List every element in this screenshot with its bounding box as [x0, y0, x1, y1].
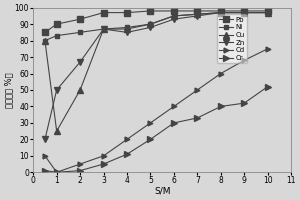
Cr: [55, 171, 58, 173]
Cr: [219, 105, 223, 108]
Pb: [172, 10, 176, 12]
Zn: [78, 61, 82, 63]
Cd: [43, 155, 47, 157]
Cu: [125, 28, 129, 30]
Pb: [266, 10, 269, 12]
Cd: [196, 89, 199, 91]
Line: Cr: Cr: [42, 84, 271, 175]
Zn: [102, 28, 105, 30]
Cd: [266, 48, 269, 50]
Pb: [219, 10, 223, 12]
Ni: [196, 13, 199, 15]
Pb: [102, 11, 105, 14]
Cu: [242, 11, 246, 14]
Zn: [172, 18, 176, 20]
Ni: [78, 31, 82, 34]
Line: Zn: Zn: [42, 10, 270, 142]
Pb: [125, 11, 129, 14]
Line: Cu: Cu: [42, 10, 270, 134]
Zn: [55, 89, 58, 91]
Cd: [242, 59, 246, 62]
Cu: [148, 23, 152, 25]
Ni: [148, 23, 152, 25]
Cd: [102, 155, 105, 157]
Cr: [78, 169, 82, 172]
Ni: [242, 11, 246, 14]
Ni: [43, 39, 47, 42]
Ni: [172, 15, 176, 17]
Cu: [172, 15, 176, 17]
Pb: [242, 10, 246, 12]
Line: Cd: Cd: [43, 46, 270, 175]
Line: Ni: Ni: [43, 11, 270, 43]
Line: Pb: Pb: [42, 8, 270, 35]
Ni: [266, 11, 269, 14]
Cd: [148, 122, 152, 124]
Pb: [148, 10, 152, 12]
Cr: [196, 117, 199, 119]
Zn: [242, 11, 246, 14]
Cr: [125, 153, 129, 155]
Cu: [43, 39, 47, 42]
Pb: [43, 31, 47, 34]
Cd: [219, 72, 223, 75]
Cu: [266, 11, 269, 14]
Cu: [55, 130, 58, 132]
Pb: [78, 18, 82, 20]
Cu: [219, 11, 223, 14]
Pb: [196, 10, 199, 12]
Cd: [78, 163, 82, 165]
Cr: [242, 102, 246, 104]
Zn: [219, 11, 223, 14]
Cr: [148, 138, 152, 141]
Cu: [196, 13, 199, 15]
Cd: [172, 105, 176, 108]
Cd: [125, 138, 129, 141]
Y-axis label: 截留率（ %）: 截留率（ %）: [4, 72, 13, 108]
Zn: [125, 31, 129, 34]
Cr: [43, 169, 47, 172]
Ni: [125, 26, 129, 29]
X-axis label: S/M: S/M: [154, 187, 170, 196]
Zn: [43, 138, 47, 141]
Zn: [196, 15, 199, 17]
Pb: [55, 23, 58, 25]
Cu: [102, 28, 105, 30]
Ni: [219, 11, 223, 14]
Legend: Pb, Ni, Cu, Zn, Cd, Cr: Pb, Ni, Cu, Zn, Cd, Cr: [217, 14, 247, 63]
Cd: [55, 171, 58, 173]
Cu: [78, 89, 82, 91]
Cr: [172, 122, 176, 124]
Zn: [266, 11, 269, 14]
Cr: [102, 163, 105, 165]
Ni: [102, 28, 105, 30]
Zn: [148, 26, 152, 29]
Ni: [55, 34, 58, 37]
Cr: [266, 85, 269, 88]
